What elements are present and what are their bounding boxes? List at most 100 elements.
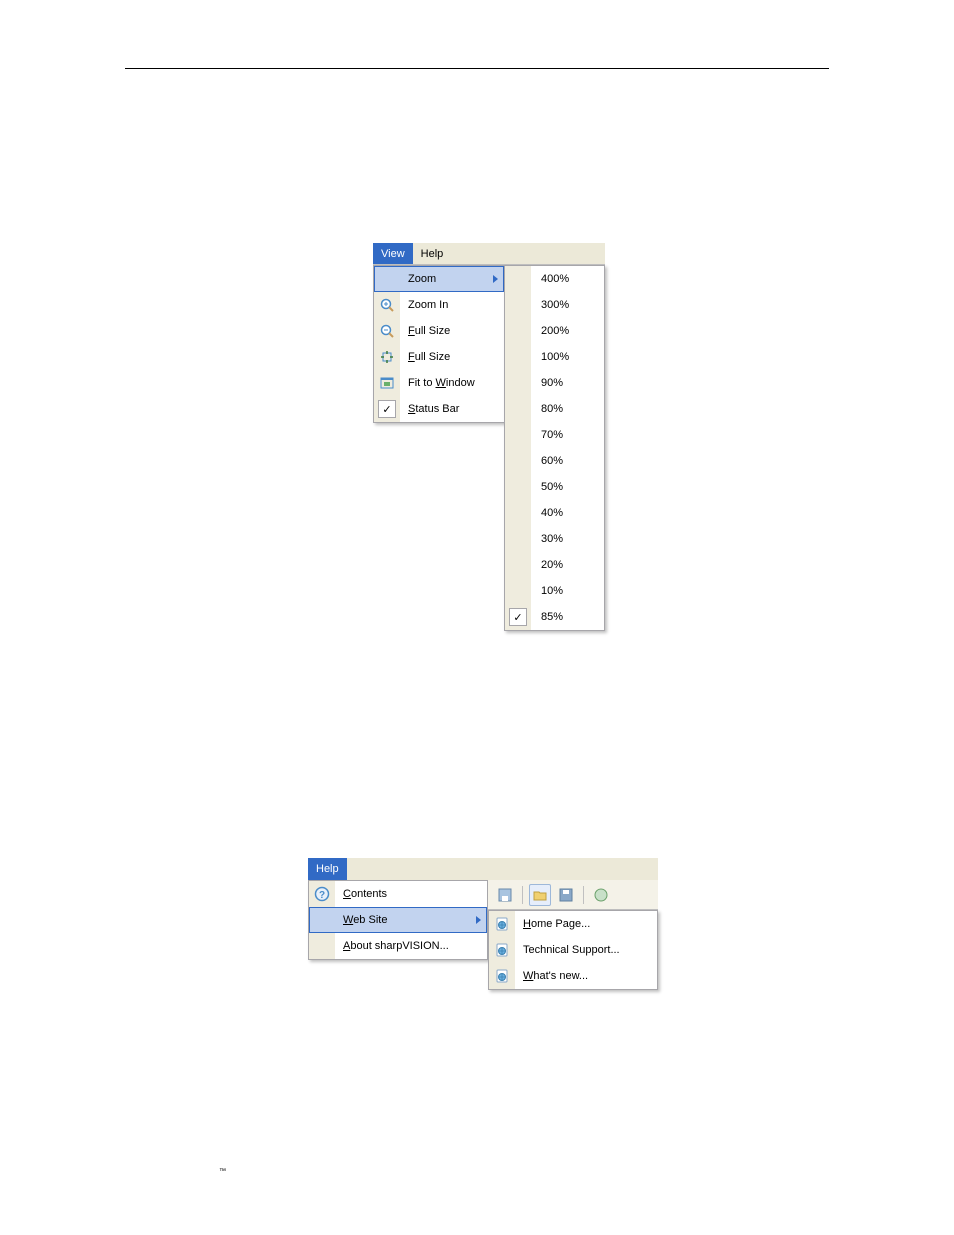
zoom-option[interactable]: 50%: [505, 474, 604, 500]
icon-strip: [505, 344, 531, 370]
icon-strip: [505, 396, 531, 422]
zoom-label: 85%: [531, 611, 604, 623]
fit-window-icon: [374, 370, 400, 396]
icon-strip: [505, 448, 531, 474]
help-menu-screenshot: Help ? Contents: [308, 858, 658, 960]
menu-label: Zoom In: [408, 299, 448, 311]
disk-icon[interactable]: [555, 884, 577, 906]
toolbar-separator: [583, 886, 584, 904]
icon-strip: [505, 266, 531, 292]
menubar-item-view[interactable]: View: [373, 243, 413, 264]
zoom-option[interactable]: 70%: [505, 422, 604, 448]
icon-strip: [505, 318, 531, 344]
trademark-symbol: ™: [219, 1168, 226, 1175]
folder-icon[interactable]: [529, 884, 551, 906]
menubar-label: View: [381, 248, 405, 260]
view-dropdown: Zoom Zoom In: [373, 265, 505, 423]
zoom-label: 200%: [531, 325, 604, 337]
zoom-label: 400%: [531, 273, 604, 285]
globe-icon: [489, 963, 515, 989]
toolbar-separator: [522, 886, 523, 904]
menu-item-web-site[interactable]: Web Site: [309, 907, 487, 933]
menu-label: Status Bar: [408, 403, 459, 415]
zoom-option[interactable]: 80%: [505, 396, 604, 422]
zoom-submenu: 400% 300% 200% 100% 90% 80% 70% 60% 50% …: [504, 265, 605, 631]
menu-label: Zoom: [408, 273, 436, 285]
menu-item-zoom-in[interactable]: Zoom In: [374, 292, 504, 318]
zoom-label: 90%: [531, 377, 604, 389]
help-dropdown: ? Contents Web Site About sharpVISION...: [308, 880, 488, 960]
menu-label: About sharpVISION...: [343, 940, 449, 952]
icon-strip: [505, 422, 531, 448]
checked-icon: [505, 604, 531, 630]
menubar: Help: [308, 858, 658, 880]
zoom-option[interactable]: 10%: [505, 578, 604, 604]
save-icon[interactable]: [494, 884, 516, 906]
help-toolbar-icon[interactable]: [590, 884, 612, 906]
zoom-label: 80%: [531, 403, 604, 415]
menu-item-about[interactable]: About sharpVISION...: [309, 933, 487, 959]
menubar: View Help: [373, 243, 605, 265]
globe-icon: [489, 937, 515, 963]
zoom-option[interactable]: 400%: [505, 266, 604, 292]
menubar-fill: [347, 858, 658, 880]
menu-item-full-size[interactable]: Full Size: [374, 344, 504, 370]
zoom-label: 50%: [531, 481, 604, 493]
icon-strip: [505, 292, 531, 318]
zoom-option-checked[interactable]: 85%: [505, 604, 604, 630]
zoom-option[interactable]: 30%: [505, 526, 604, 552]
icon-strip: [505, 474, 531, 500]
menu-item-zoom-out[interactable]: Full Size: [374, 318, 504, 344]
help-icon: ?: [309, 881, 335, 907]
zoom-label: 10%: [531, 585, 604, 597]
icon-strip: [505, 526, 531, 552]
menu-label: Full Size: [408, 325, 450, 337]
zoom-label: 300%: [531, 299, 604, 311]
globe-icon: [489, 911, 515, 937]
menubar-label: Help: [421, 248, 444, 260]
icon-strip: [374, 266, 400, 292]
icon-strip: [505, 552, 531, 578]
menubar-fill: [451, 243, 605, 264]
web-site-submenu: Home Page... Technical Support...: [488, 910, 658, 990]
menu-item-status-bar[interactable]: Status Bar: [374, 396, 504, 422]
checked-icon: [374, 396, 400, 422]
zoom-in-icon: [374, 292, 400, 318]
menu-item-tech-support[interactable]: Technical Support...: [489, 937, 657, 963]
menu-label: Fit to Window: [408, 377, 475, 389]
zoom-out-icon: [374, 318, 400, 344]
zoom-option[interactable]: 20%: [505, 552, 604, 578]
zoom-option[interactable]: 90%: [505, 370, 604, 396]
icon-strip: [505, 578, 531, 604]
zoom-label: 60%: [531, 455, 604, 467]
menubar-label: Help: [316, 863, 339, 875]
icon-strip: [309, 933, 335, 959]
page-divider: [125, 68, 829, 69]
submenu-arrow-icon: [476, 916, 481, 924]
menubar-item-help[interactable]: Help: [308, 858, 347, 880]
full-size-icon: [374, 344, 400, 370]
menu-item-whats-new[interactable]: What's new...: [489, 963, 657, 989]
menu-label: What's new...: [523, 970, 588, 982]
zoom-option[interactable]: 60%: [505, 448, 604, 474]
icon-strip: [309, 907, 335, 933]
icon-strip: [505, 370, 531, 396]
menubar-item-help[interactable]: Help: [413, 243, 452, 264]
zoom-label: 20%: [531, 559, 604, 571]
zoom-label: 70%: [531, 429, 604, 441]
menu-label: Technical Support...: [523, 944, 620, 956]
zoom-option[interactable]: 100%: [505, 344, 604, 370]
zoom-option[interactable]: 300%: [505, 292, 604, 318]
zoom-label: 30%: [531, 533, 604, 545]
zoom-label: 40%: [531, 507, 604, 519]
svg-text:?: ?: [319, 890, 325, 901]
submenu-arrow-icon: [493, 275, 498, 283]
zoom-option[interactable]: 200%: [505, 318, 604, 344]
menu-item-home-page[interactable]: Home Page...: [489, 911, 657, 937]
zoom-option[interactable]: 40%: [505, 500, 604, 526]
menu-item-contents[interactable]: ? Contents: [309, 881, 487, 907]
menu-label: Contents: [343, 888, 387, 900]
menu-item-fit-window[interactable]: Fit to Window: [374, 370, 504, 396]
icon-strip: [505, 500, 531, 526]
menu-item-zoom[interactable]: Zoom: [374, 266, 504, 292]
